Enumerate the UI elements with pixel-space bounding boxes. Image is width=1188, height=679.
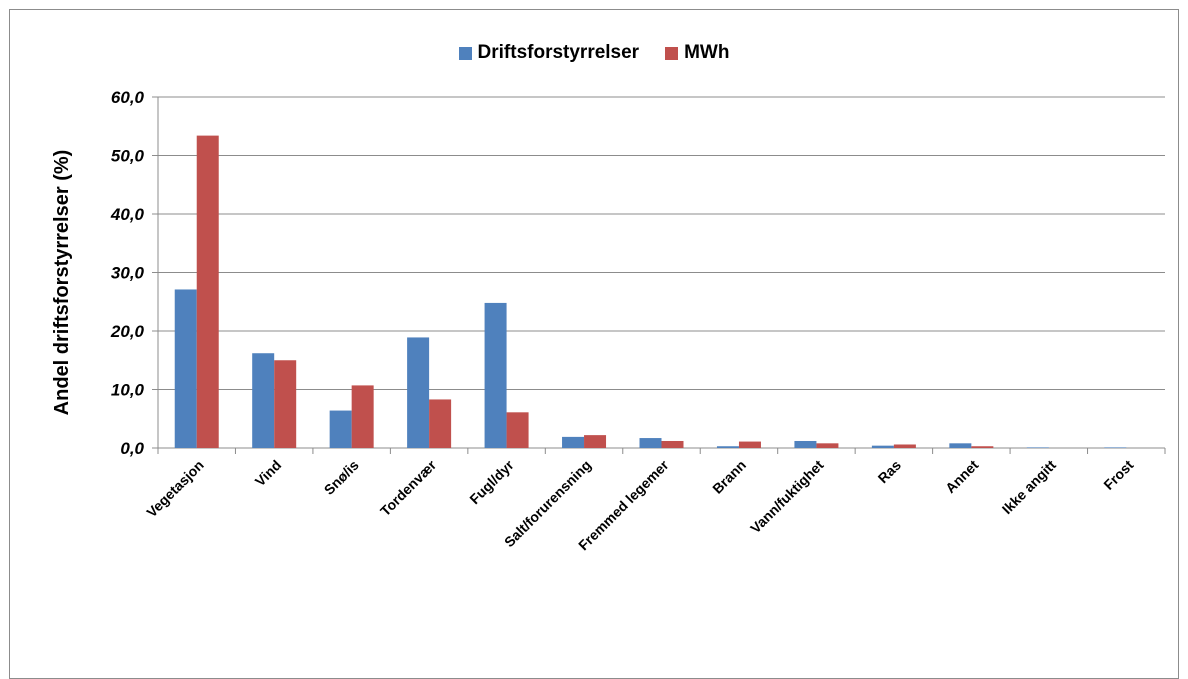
- bar-chart: 0,0 10,0 20,0 30,0 40,0 50,0 60,0 Vegetasjon Vin…: [51, 88, 1166, 553]
- bar-mwh: [893, 444, 916, 448]
- bar-mwh: [584, 435, 607, 448]
- bar-mwh: [816, 443, 839, 448]
- y-tick-label: 50,0: [111, 147, 145, 166]
- y-tick-label: 10,0: [111, 381, 145, 400]
- x-tick-label: Vann/fuktighet: [747, 457, 827, 537]
- bar-driftsforstyrrelser: [252, 353, 275, 448]
- bar-driftsforstyrrelser: [716, 446, 739, 448]
- bar-mwh: [506, 412, 529, 448]
- x-tick-label: Brann: [709, 457, 749, 497]
- x-tick-label: Ras: [875, 457, 905, 487]
- legend-swatch-driftsforstyrrelser: [458, 46, 472, 60]
- x-tick-label: Vegetasjon: [143, 457, 207, 521]
- legend-label-mwh: MWh: [684, 42, 730, 63]
- legend-swatch-mwh: [665, 46, 679, 60]
- x-tick-label: Vind: [252, 457, 285, 490]
- x-tick-label: Fugl/dyr: [466, 456, 517, 507]
- bar-driftsforstyrrelser: [1104, 447, 1127, 448]
- bar-driftsforstyrrelser: [484, 302, 507, 448]
- bar-driftsforstyrrelser: [174, 289, 197, 448]
- x-tick-label: Tordenvær: [377, 456, 440, 519]
- legend-label-driftsforstyrrelser: Driftsforstyrrelser: [477, 42, 640, 63]
- y-tick-label: 60,0: [111, 88, 145, 107]
- x-tick-label: Frost: [1100, 457, 1136, 493]
- bar-mwh: [971, 446, 994, 448]
- legend-item-driftsforstyrrelser: Driftsforstyrrelser: [458, 42, 640, 64]
- y-tick-label: 0,0: [120, 439, 144, 458]
- bar-mwh: [429, 399, 452, 448]
- bar-driftsforstyrrelser: [949, 443, 972, 448]
- bar-driftsforstyrrelser: [407, 337, 430, 448]
- bar-mwh: [351, 385, 374, 448]
- bar-mwh: [661, 440, 684, 448]
- y-tick-label: 20,0: [110, 322, 145, 341]
- x-tick-label: Ikke angitt: [999, 457, 1060, 518]
- x-tick-label: Annet: [942, 457, 982, 497]
- x-tick-label: Snø/is: [321, 457, 362, 498]
- y-tick-label: 30,0: [111, 264, 145, 283]
- bar-mwh: [274, 360, 297, 448]
- bar-driftsforstyrrelser: [329, 410, 352, 448]
- legend-item-mwh: MWh: [665, 42, 729, 64]
- bar-driftsforstyrrelser: [794, 440, 817, 448]
- bar-mwh: [738, 441, 761, 448]
- bar-driftsforstyrrelser: [871, 445, 894, 448]
- bar-driftsforstyrrelser: [562, 436, 585, 448]
- bar-mwh: [196, 135, 219, 449]
- bar-driftsforstyrrelser: [1026, 447, 1049, 448]
- y-axis-title: Andel driftsforstyrrelser (%): [51, 150, 73, 416]
- legend: Driftsforstyrrelser MWh: [0, 42, 1188, 64]
- bar-driftsforstyrrelser: [639, 438, 662, 448]
- y-tick-label: 40,0: [110, 205, 145, 224]
